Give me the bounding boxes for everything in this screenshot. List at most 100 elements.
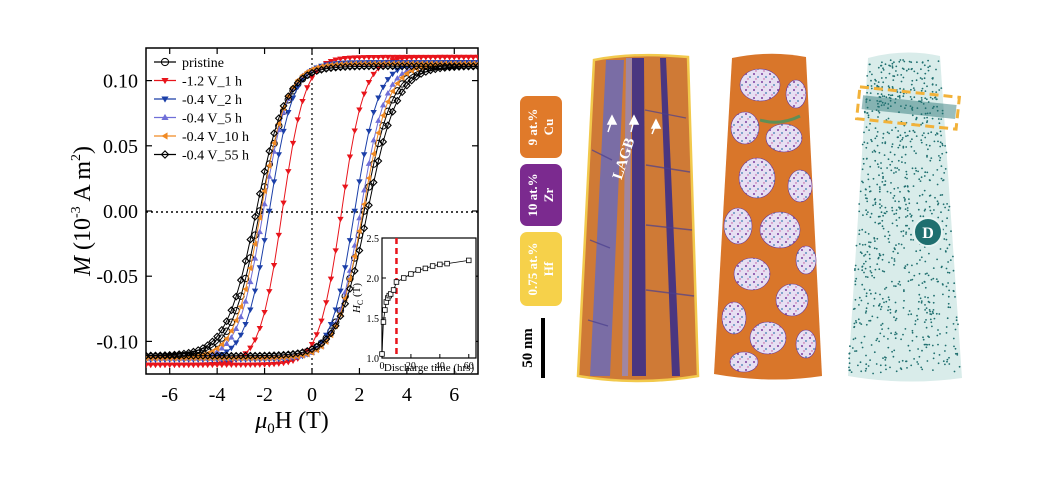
d-atom-dot bbox=[878, 190, 881, 193]
d-atom-dot bbox=[918, 194, 921, 197]
data-point bbox=[337, 56, 344, 63]
d-atom-dot bbox=[890, 169, 893, 172]
d-atom-dot bbox=[925, 98, 928, 101]
data-point bbox=[185, 362, 192, 368]
d-atom-dot bbox=[927, 335, 929, 338]
d-atom-dot bbox=[887, 346, 890, 349]
d-atom-dot bbox=[906, 134, 909, 137]
d-atom-dot bbox=[866, 276, 869, 278]
d-atom-dot bbox=[906, 209, 909, 212]
d-atom-dot bbox=[902, 88, 905, 90]
data-point bbox=[374, 157, 383, 166]
d-atom-dot bbox=[954, 328, 957, 331]
d-atom-dot bbox=[887, 230, 890, 233]
d-atom-dot bbox=[923, 321, 926, 323]
data-point bbox=[360, 201, 367, 208]
d-atom-dot bbox=[910, 215, 912, 218]
data-point bbox=[279, 101, 288, 110]
d-atom-dot bbox=[876, 183, 879, 186]
data-point bbox=[407, 76, 416, 85]
data-point bbox=[370, 136, 377, 143]
d-atom-dot bbox=[907, 68, 910, 71]
data-point bbox=[261, 310, 268, 316]
data-point bbox=[379, 101, 387, 108]
d-atom-dot bbox=[919, 180, 922, 183]
data-point bbox=[256, 265, 264, 271]
d-atom-dot bbox=[923, 209, 926, 212]
data-point bbox=[356, 214, 363, 221]
d-atom-dot bbox=[932, 77, 934, 79]
d-atom-dot bbox=[884, 206, 887, 209]
d-atom-dot bbox=[899, 59, 902, 61]
data-point bbox=[266, 362, 273, 368]
d-atom-dot bbox=[948, 205, 951, 208]
d-atom-dot bbox=[944, 344, 947, 347]
d-atom-dot bbox=[943, 172, 946, 174]
data-point bbox=[365, 160, 373, 166]
d-atom-dot bbox=[869, 92, 872, 94]
x-tick-label: 0 bbox=[307, 384, 317, 406]
d-atom-dot bbox=[914, 167, 917, 170]
d-atom-dot bbox=[875, 135, 878, 138]
d-atom-dot bbox=[879, 371, 882, 374]
d-atom-dot bbox=[893, 172, 895, 174]
data-point bbox=[280, 360, 287, 367]
data-point bbox=[332, 57, 339, 64]
d-atom-dot bbox=[899, 140, 902, 143]
d-atom-dot bbox=[934, 134, 937, 136]
d-atom-dot bbox=[932, 277, 935, 280]
d-atom-dot bbox=[881, 270, 884, 272]
d-atom-dot bbox=[881, 219, 884, 222]
d-atom-dot bbox=[955, 316, 958, 319]
d-atom-dot bbox=[869, 270, 872, 272]
d-atom-dot bbox=[931, 325, 933, 328]
d-atom-dot bbox=[898, 280, 901, 283]
d-atom-dot bbox=[941, 109, 944, 112]
d-atom-dot bbox=[927, 274, 930, 277]
data-point bbox=[365, 174, 372, 182]
d-atom-dot bbox=[897, 187, 899, 189]
legend-marker bbox=[161, 113, 169, 121]
d-atom-dot bbox=[865, 213, 868, 216]
d-atom-dot bbox=[924, 286, 927, 289]
data-point bbox=[213, 361, 221, 368]
d-atom-dot bbox=[894, 285, 897, 288]
d-atom-dot bbox=[872, 177, 875, 180]
d-atom-dot bbox=[892, 250, 895, 253]
data-point bbox=[394, 68, 401, 74]
d-atom-dot bbox=[949, 259, 952, 261]
d-atom-dot bbox=[882, 177, 884, 180]
d-atom-dot bbox=[926, 116, 928, 119]
d-atom-dot bbox=[874, 201, 877, 204]
d-atom-dot bbox=[858, 296, 861, 299]
d-atom-dot bbox=[874, 150, 877, 153]
d-atom-dot bbox=[867, 233, 870, 235]
d-atom-dot bbox=[868, 319, 870, 322]
d-atom-dot bbox=[916, 202, 919, 205]
d-atom-dot bbox=[906, 177, 908, 180]
data-point bbox=[285, 359, 292, 366]
d-atom-dot bbox=[940, 118, 943, 120]
d-atom-dot bbox=[919, 77, 922, 79]
d-atom-dot bbox=[883, 154, 886, 157]
data-point bbox=[251, 212, 260, 221]
d-atom-dot bbox=[873, 351, 876, 354]
inset-data-point bbox=[400, 275, 407, 281]
d-atom-dot bbox=[873, 297, 876, 300]
data-point bbox=[247, 264, 253, 272]
d-atom-dot bbox=[926, 343, 928, 346]
d-atom-dot bbox=[900, 80, 903, 83]
d-atom-dot bbox=[936, 258, 938, 261]
d-atom-dot bbox=[910, 238, 912, 241]
data-point bbox=[394, 80, 400, 87]
d-atom-dot bbox=[916, 61, 918, 64]
d-atom-dot bbox=[935, 68, 937, 71]
d-atom-dot bbox=[946, 217, 948, 220]
data-point bbox=[356, 179, 363, 185]
d-atom-dot bbox=[879, 222, 881, 225]
d-atom-dot bbox=[939, 194, 942, 197]
data-point bbox=[209, 362, 216, 368]
d-atom-dot bbox=[899, 87, 901, 90]
d-atom-dot bbox=[891, 222, 894, 225]
d-atom-dot bbox=[875, 339, 878, 342]
